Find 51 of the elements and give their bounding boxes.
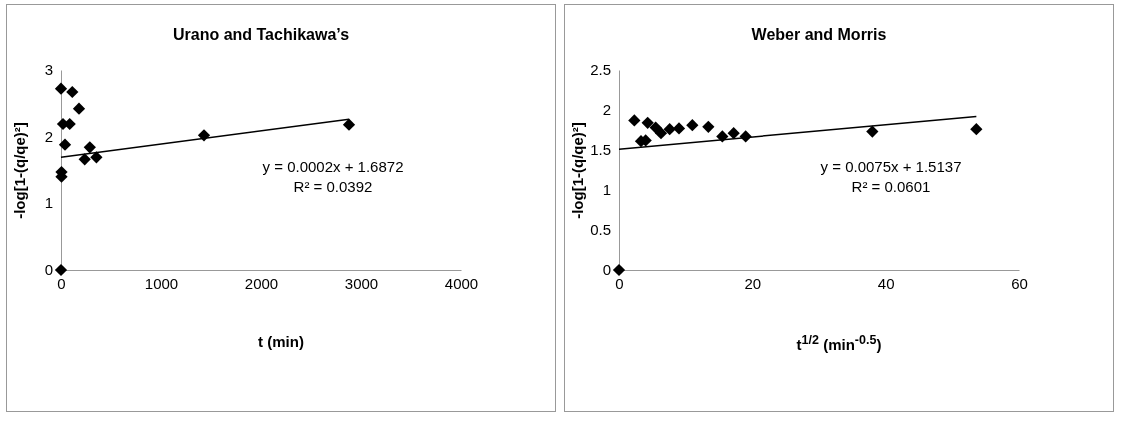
point bbox=[54, 82, 68, 95]
point bbox=[686, 119, 699, 132]
x-tick-label: 20 bbox=[744, 274, 762, 292]
point bbox=[641, 116, 654, 129]
point bbox=[58, 138, 72, 151]
point bbox=[649, 121, 662, 134]
annotation: y = 0.0075x + 1.5137 bbox=[820, 158, 962, 175]
x-axis-title: t$^{1/2}$ (min$^{-0.5}$) bbox=[795, 333, 883, 353]
y-tick-label: 3 bbox=[44, 61, 53, 78]
point bbox=[663, 123, 676, 136]
y-tick-label: 2 bbox=[602, 101, 611, 118]
point bbox=[866, 125, 879, 138]
point bbox=[702, 120, 715, 133]
y-tick-label: 2.5 bbox=[590, 61, 611, 78]
chart-title: Urano and Tachikawa’s bbox=[172, 26, 350, 43]
annotation: y = 0.0002x + 1.6872 bbox=[262, 158, 404, 175]
point bbox=[90, 151, 103, 164]
point bbox=[716, 130, 729, 143]
y-tick-label: 0.5 bbox=[590, 221, 611, 238]
x-tick-label: 3000 bbox=[344, 274, 379, 292]
y-tick-label: 1 bbox=[602, 181, 611, 198]
y-tick-label: 1.5 bbox=[590, 141, 611, 158]
y-tick-label: 0 bbox=[602, 261, 611, 278]
point bbox=[342, 118, 356, 131]
y-axis-title: -log[1-(q/qe)²] bbox=[10, 122, 28, 219]
annotation: R² = 0.0392 bbox=[293, 178, 373, 195]
point bbox=[654, 127, 668, 140]
x-tick-label: 1000 bbox=[144, 274, 179, 292]
x-tick-label: 4000 bbox=[444, 274, 479, 292]
x-tick-label: 0 bbox=[615, 274, 624, 292]
y-axis-title: -log[1-(q/qe)²] bbox=[568, 122, 586, 219]
chart-title: Weber and Morris bbox=[751, 26, 887, 43]
point bbox=[612, 263, 626, 277]
point bbox=[83, 141, 96, 154]
x-tick-label: 0 bbox=[57, 274, 66, 292]
point bbox=[66, 85, 79, 99]
x-axis-title: t (min) bbox=[257, 333, 305, 350]
x-tick-label: 60 bbox=[1011, 274, 1028, 292]
y-tick-label: 0 bbox=[44, 261, 53, 278]
point bbox=[78, 153, 91, 166]
point bbox=[970, 123, 983, 136]
x-tick-label: 40 bbox=[877, 274, 895, 292]
x-tick-label: 2000 bbox=[244, 274, 279, 292]
point bbox=[54, 263, 68, 277]
y-tick-label: 2 bbox=[44, 127, 53, 145]
annotation: R² = 0.0601 bbox=[851, 178, 931, 195]
point bbox=[727, 127, 740, 140]
y-tick-label: 1 bbox=[44, 194, 53, 212]
point bbox=[672, 122, 686, 135]
point bbox=[628, 114, 641, 127]
point bbox=[72, 102, 86, 115]
